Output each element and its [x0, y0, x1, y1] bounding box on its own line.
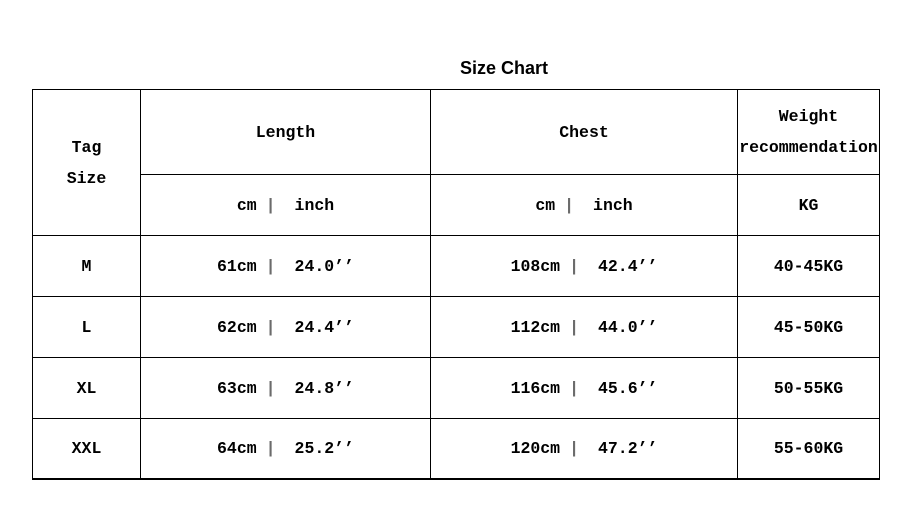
- chest-inch-value: 42.4’’: [598, 256, 658, 276]
- chest-unit-inch: inch: [593, 195, 633, 215]
- header-tag-size-cell: Tag Size: [32, 89, 141, 236]
- table-row-m: M 61cm | 24.0’’ 108cm | 42.4’’ 40-45KG: [32, 235, 880, 297]
- header-length-cell: Length: [140, 89, 431, 175]
- chest-cm-value: 120cm: [510, 438, 561, 458]
- length-inch-value: 24.4’’: [294, 317, 354, 337]
- length-inch-value: 25.2’’: [294, 438, 354, 458]
- divider-bar: |: [569, 317, 579, 337]
- length-cm-value: 62cm: [217, 317, 257, 337]
- chest-inch-value: 45.6’’: [598, 378, 658, 398]
- length-inch-value: 24.0’’: [294, 256, 354, 276]
- weight-cell: 45-50KG: [737, 296, 880, 358]
- chest-cell: 112cm | 44.0’’: [430, 296, 738, 358]
- weight-cell: 50-55KG: [737, 357, 880, 419]
- header-tag-line: Tag: [71, 137, 102, 157]
- table-row-l: L 62cm | 24.4’’ 112cm | 44.0’’ 45-50KG: [32, 296, 880, 358]
- chest-cell: 120cm | 47.2’’: [430, 418, 738, 479]
- subheader-chest-units-cell: cm | inch: [430, 174, 738, 236]
- header-chest-cell: Chest: [430, 89, 738, 175]
- tag-size-cell: L: [32, 296, 141, 358]
- divider-bar: |: [265, 317, 276, 337]
- divider-bar: |: [564, 195, 575, 215]
- table-row-xl: XL 63cm | 24.8’’ 116cm | 45.6’’ 50-55KG: [32, 357, 880, 419]
- length-cell: 62cm | 24.4’’: [140, 296, 431, 358]
- length-cell: 61cm | 24.0’’: [140, 235, 431, 297]
- divider-bar: |: [265, 438, 276, 458]
- tag-size-cell: XXL: [32, 418, 141, 479]
- tag-size-cell: M: [32, 235, 141, 297]
- length-unit-cm: cm: [236, 195, 257, 215]
- subheader-length-units-cell: cm | inch: [140, 174, 431, 236]
- chest-cell: 116cm | 45.6’’: [430, 357, 738, 419]
- length-cm-value: 64cm: [217, 438, 257, 458]
- chest-cell: 108cm | 42.4’’: [430, 235, 738, 297]
- header-weight-line1: Weight: [778, 107, 839, 126]
- divider-bar: |: [265, 378, 276, 398]
- header-weight-line2: recommendation: [739, 138, 878, 157]
- chest-cm-value: 108cm: [510, 256, 561, 276]
- length-cell: 64cm | 25.2’’: [140, 418, 431, 479]
- header-size-line: Size: [66, 168, 107, 188]
- chest-cm-value: 112cm: [510, 317, 561, 337]
- length-cm-value: 61cm: [217, 256, 257, 276]
- divider-bar: |: [569, 378, 579, 398]
- page-title: Size Chart: [459, 58, 549, 78]
- length-cm-value: 63cm: [217, 378, 257, 398]
- length-unit-inch: inch: [294, 195, 335, 215]
- divider-bar: |: [569, 438, 579, 458]
- size-chart-table: Tag Size Length Chest Weight recommendat…: [32, 89, 880, 480]
- divider-bar: |: [265, 195, 276, 215]
- chest-unit-cm: cm: [535, 195, 556, 215]
- weight-cell: 40-45KG: [737, 235, 880, 297]
- length-inch-value: 24.8’’: [294, 378, 354, 398]
- chest-inch-value: 44.0’’: [598, 317, 658, 337]
- header-row-main: Tag Size Length Chest Weight recommendat…: [32, 89, 880, 236]
- header-weight-cell: Weight recommendation: [737, 89, 880, 175]
- divider-bar: |: [265, 256, 276, 276]
- chest-cm-value: 116cm: [510, 378, 561, 398]
- length-cell: 63cm | 24.8’’: [140, 357, 431, 419]
- subheader-weight-unit-cell: KG: [737, 174, 880, 236]
- chest-inch-value: 47.2’’: [598, 438, 658, 458]
- header-row-units: cm | inch cm | inch KG: [33, 174, 880, 236]
- tag-size-cell: XL: [32, 357, 141, 419]
- weight-cell: 55-60KG: [737, 418, 880, 479]
- table-row-xxl: XXL 64cm | 25.2’’ 120cm | 47.2’’ 55-60KG: [32, 418, 880, 479]
- divider-bar: |: [569, 256, 579, 276]
